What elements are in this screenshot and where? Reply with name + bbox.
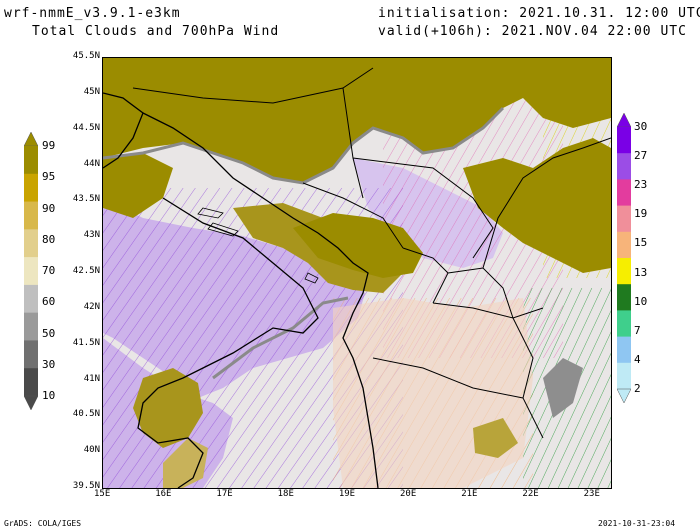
valid-time: valid(+106h): 2021.NOV.04 22:00 UTC: [378, 24, 687, 39]
colorbar-label: 27: [634, 149, 648, 163]
colorbar-label: 15: [634, 236, 648, 250]
colorbar-label: 10: [634, 294, 648, 308]
cloud-apulia: [133, 368, 203, 448]
colorbar-label: 80: [42, 232, 56, 246]
colorbar-swatch: [617, 362, 631, 390]
lat-label: 40N: [83, 445, 100, 456]
lat-label: 44N: [83, 158, 100, 169]
cloud-greece: [473, 418, 518, 458]
border-lines: [132, 67, 611, 439]
coastline-balkan: [142, 112, 379, 488]
colorbar-swatch: [617, 179, 631, 207]
colorbar-label: 30: [42, 357, 56, 371]
colorbar-swatch: [617, 284, 631, 311]
model-title: wrf-nmmE_v3.9.1-e3km: [4, 6, 181, 21]
colorbar-label: 10: [42, 389, 56, 402]
colorbar-label: 30: [634, 120, 648, 133]
lat-label: 40.5N: [72, 409, 100, 420]
colorbar-swatch: [24, 312, 38, 341]
lat-label: 44.5N: [72, 122, 100, 133]
wind-colorbar: [616, 112, 632, 404]
cloud-east: [463, 138, 611, 273]
colorbar-swatch: [24, 173, 38, 203]
colorbar-label: 19: [634, 207, 648, 221]
colorbar-swatch: [24, 201, 38, 230]
lon-label: 16E: [155, 489, 172, 499]
lon-label: 17E: [216, 489, 233, 499]
cloud-north: [103, 58, 611, 183]
lake-outlines: [197, 207, 319, 284]
lat-label: 45N: [83, 86, 100, 97]
wind-peach-area: [333, 298, 533, 488]
colorbar-label: 2: [634, 382, 641, 395]
colorbar-swatch: [617, 153, 631, 180]
colorbar-cap-bottom: [23, 395, 39, 411]
cloud-aegean: [543, 358, 583, 418]
footer-credit: GrADS: COLA/IGES: [4, 519, 82, 528]
lat-label: 43N: [83, 230, 100, 241]
lon-label: 20E: [400, 489, 417, 499]
colorbar-label: 60: [42, 295, 56, 309]
colorbar-label: 95: [42, 170, 56, 184]
lat-label: 45.5N: [72, 51, 100, 61]
cloud-calabria: [163, 438, 208, 488]
colorbar-label: 50: [42, 326, 56, 340]
lat-label: 42N: [83, 301, 100, 312]
lon-label: 15E: [94, 489, 111, 499]
map-panel: [102, 57, 612, 489]
coastline-italy: [103, 92, 319, 488]
colorbar-label: 23: [634, 178, 648, 192]
product-title: Total Clouds and 700hPa Wind: [32, 24, 280, 39]
colorbar-label: 99: [42, 139, 56, 152]
init-time: initialisation: 2021.10.31. 12:00 UTC: [378, 6, 700, 21]
cloud-fringe-grey: [103, 106, 505, 185]
cloud-fringe-grey-2: [212, 296, 349, 380]
colorbar-swatch: [617, 258, 631, 285]
map-svg: [103, 58, 611, 488]
footer-timestamp: 2021-10-31-23:04: [598, 519, 676, 528]
lat-label: 42.5N: [72, 266, 100, 276]
lat-label: 41N: [83, 373, 100, 384]
colorbar-label: 13: [634, 265, 648, 279]
colorbar-cap-top: [23, 131, 39, 147]
lon-label: 19E: [338, 489, 356, 499]
lon-label: 21E: [461, 489, 478, 499]
colorbar-swatch: [24, 146, 38, 175]
lat-label: 41.5N: [72, 337, 100, 348]
colorbar-swatch: [617, 336, 631, 364]
colorbar-label: 7: [634, 323, 641, 337]
colorbar-label: 4: [634, 352, 641, 366]
lat-label: 43.5N: [72, 194, 100, 205]
colorbar-label: 90: [42, 201, 56, 215]
wind-colorbar-svg: [616, 112, 632, 404]
colorbar-swatch: [24, 257, 38, 286]
lon-label: 22E: [522, 489, 539, 499]
cloud-colorbar-svg: [23, 131, 39, 411]
lat-label: 39.5N: [72, 481, 100, 491]
colorbar-swatch: [617, 205, 631, 233]
cloud-colorbar: [23, 131, 39, 411]
colorbar-swatch: [24, 340, 38, 369]
colorbar-swatch: [24, 284, 38, 314]
colorbar-cap-top: [616, 112, 632, 128]
colorbar-swatch: [24, 368, 38, 397]
colorbar-swatch: [617, 231, 631, 259]
colorbar-swatch: [617, 127, 631, 154]
lon-label: 18E: [277, 489, 294, 499]
colorbar-swatch: [24, 229, 38, 258]
colorbar-swatch: [617, 310, 631, 338]
colorbar-cap-bottom: [616, 388, 632, 404]
colorbar-label: 70: [42, 264, 56, 277]
lon-label: 23E: [583, 489, 600, 499]
cloud-northwest: [103, 153, 173, 218]
